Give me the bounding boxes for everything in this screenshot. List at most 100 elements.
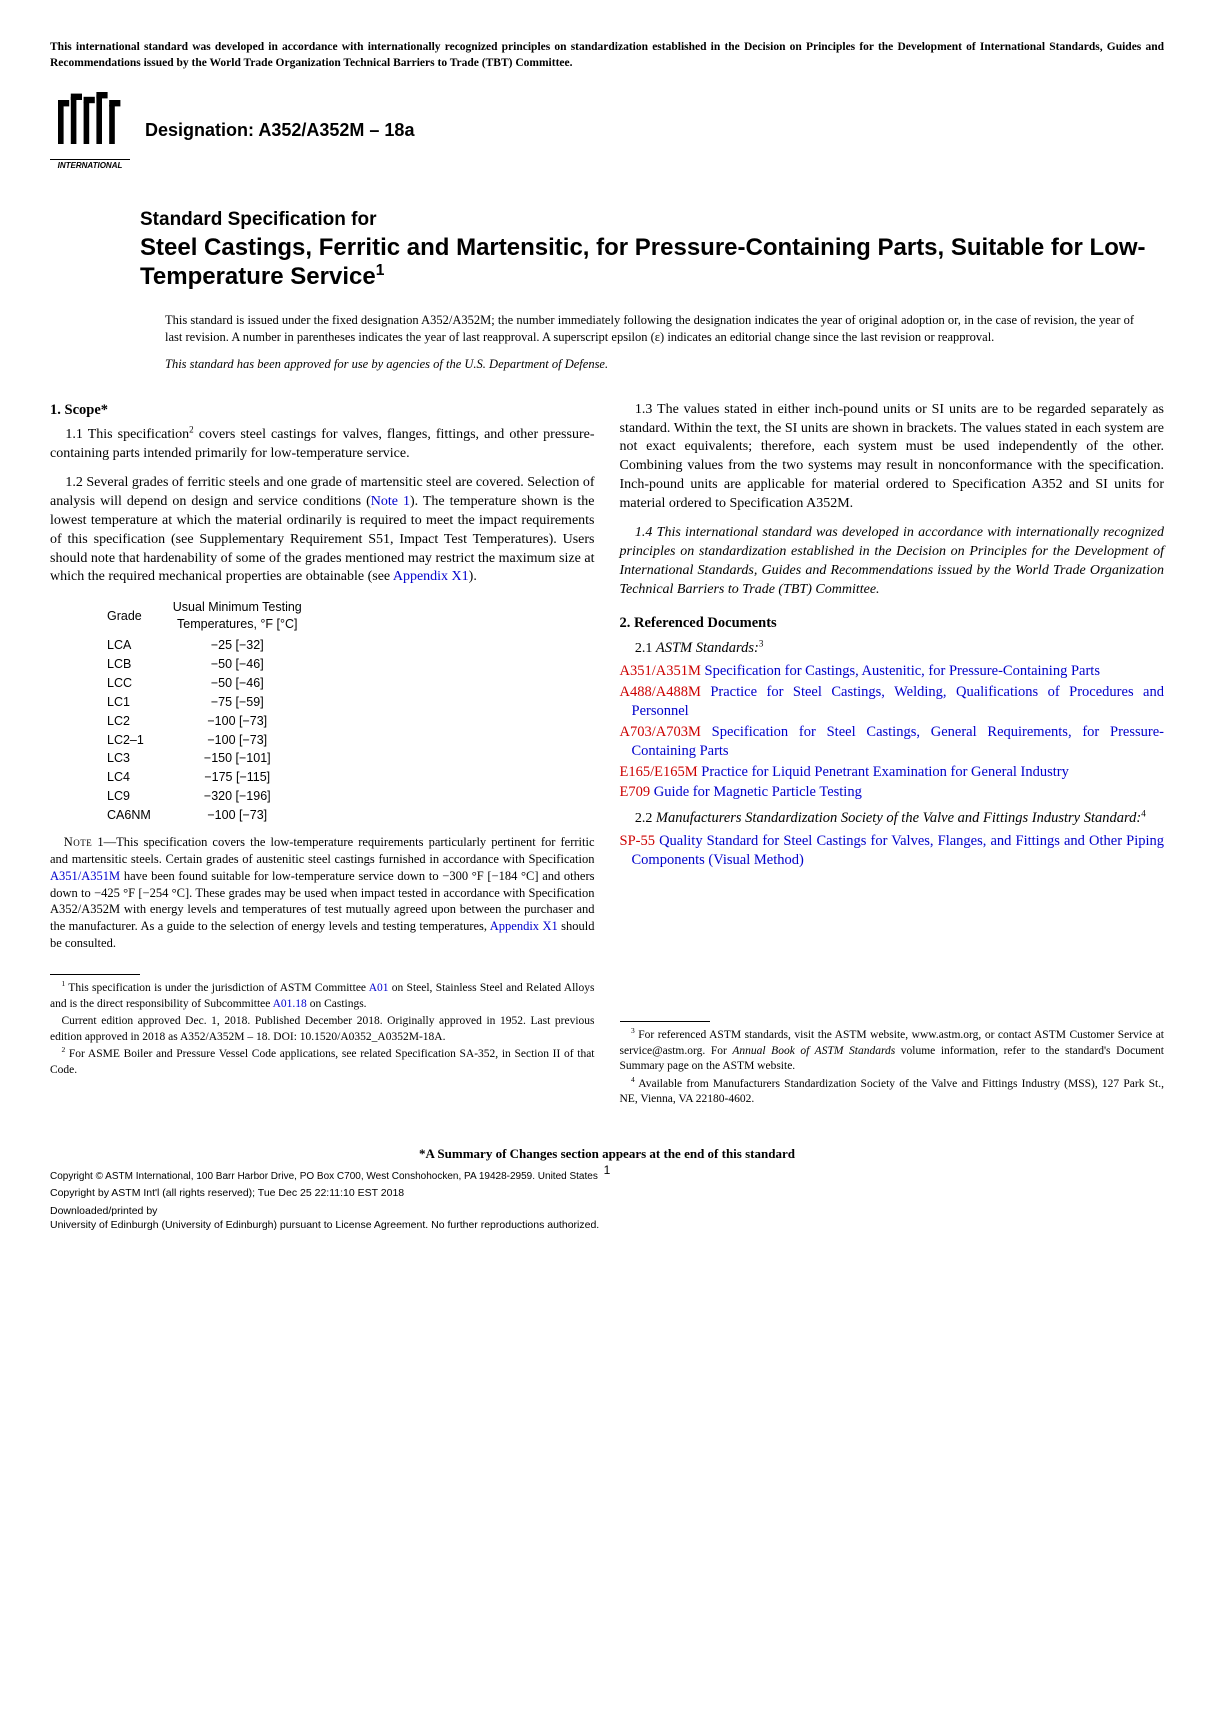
p22num: 2.2 — [635, 811, 656, 826]
ref-code[interactable]: SP-55 — [620, 833, 655, 849]
ref-title[interactable]: Practice for Liquid Penetrant Examinatio… — [698, 764, 1069, 780]
grade-cell: LC9 — [107, 788, 171, 805]
note1-appx-link[interactable]: Appendix X1 — [490, 919, 558, 933]
th-temp: Usual Minimum Testing Temperatures, °F [°… — [173, 599, 322, 635]
ref-code[interactable]: E709 — [620, 784, 651, 800]
table-row: CA6NM−100 [−73] — [107, 807, 322, 824]
table-row: LC4−175 [−115] — [107, 769, 322, 786]
temp-cell: −100 [−73] — [173, 807, 322, 824]
top-notice: This international standard was develope… — [50, 40, 1164, 71]
ref-title[interactable]: Quality Standard for Steel Castings for … — [632, 833, 1165, 869]
th2a: Usual Minimum Testing — [173, 600, 302, 614]
fn1-link1[interactable]: A01 — [369, 982, 389, 994]
left-column: 1. Scope* 1.1 This specification2 covers… — [50, 401, 595, 1110]
ref-title[interactable]: Guide for Magnetic Particle Testing — [650, 784, 862, 800]
p22label: Manufacturers Standardization Society of… — [656, 810, 1141, 826]
temp-cell: −25 [−32] — [173, 637, 322, 654]
temp-cell: −50 [−46] — [173, 656, 322, 673]
designation-suffix: 18a — [379, 120, 414, 140]
cr-line1: Copyright by ASTM Int'l (all rights rese… — [50, 1186, 1164, 1200]
logo-label: INTERNATIONAL — [50, 159, 130, 172]
fn2-text: For ASME Boiler and Pressure Vessel Code… — [50, 1048, 595, 1076]
fn1a: This specification is under the jurisdic… — [65, 982, 368, 994]
grade-table: GradeUsual Minimum Testing Temperatures, … — [105, 597, 324, 826]
fn1c: on Castings. — [307, 998, 367, 1010]
footnote-1-cont: Current edition approved Dec. 1, 2018. P… — [50, 1014, 595, 1045]
temp-cell: −100 [−73] — [173, 732, 322, 749]
fn1-link2[interactable]: A01.18 — [273, 998, 307, 1010]
table-row: LC9−320 [−196] — [107, 788, 322, 805]
copyright-block: Copyright by ASTM Int'l (all rights rese… — [50, 1186, 1164, 1233]
n1a: 1—This specification covers the low-temp… — [50, 835, 595, 866]
fn4-text: Available from Manufacturers Standardiza… — [620, 1078, 1165, 1106]
grade-cell: LC2 — [107, 713, 171, 730]
table-row: LC1−75 [−59] — [107, 694, 322, 711]
p21label: ASTM Standards: — [656, 640, 759, 656]
cr-line3: University of Edinburgh (University of E… — [50, 1218, 1164, 1232]
p11a: 1.1 This specification — [65, 427, 189, 442]
summary-note: *A Summary of Changes section appears at… — [50, 1145, 1164, 1163]
para-1-1: 1.1 This specification2 covers steel cas… — [50, 426, 595, 464]
issuance-block: This standard is issued under the fixed … — [165, 312, 1134, 373]
designation: Designation: A352/A352M – 18a — [145, 118, 414, 142]
footnote-2: 2 For ASME Boiler and Pressure Vessel Co… — [50, 1047, 595, 1078]
fn3-ital: Annual Book of ASTM Standards — [732, 1045, 895, 1057]
para-1-2: 1.2 Several grades of ferritic steels an… — [50, 474, 595, 587]
table-row: LCC−50 [−46] — [107, 675, 322, 692]
para-2-1: 2.1 ASTM Standards:3 — [620, 639, 1165, 659]
appendix-link[interactable]: Appendix X1 — [393, 569, 469, 584]
grade-cell: LC4 — [107, 769, 171, 786]
two-column-body: 1. Scope* 1.1 This specification2 covers… — [50, 401, 1164, 1110]
note-label: Note — [64, 835, 93, 849]
section-2-head: 2. Referenced Documents — [620, 614, 1165, 634]
ref-item: SP-55 Quality Standard for Steel Casting… — [632, 832, 1165, 871]
refs-mss-list: SP-55 Quality Standard for Steel Casting… — [620, 832, 1165, 871]
ref-title[interactable]: Practice for Steel Castings, Welding, Qu… — [632, 684, 1165, 720]
astm-logo — [50, 89, 130, 159]
ref-code[interactable]: E165/E165M — [620, 764, 698, 780]
para-1-4: 1.4 This international standard was deve… — [620, 524, 1165, 600]
ref-code[interactable]: A703/A703M — [620, 724, 701, 740]
ref-item: E709 Guide for Magnetic Particle Testing — [632, 783, 1165, 803]
footnote-1: 1 This specification is under the jurisd… — [50, 981, 595, 1012]
th2b: Temperatures, °F [°C] — [177, 617, 297, 631]
temp-cell: −100 [−73] — [173, 713, 322, 730]
cr-line2: Downloaded/printed by — [50, 1204, 1164, 1218]
grade-cell: LCC — [107, 675, 171, 692]
ref-item: A351/A351M Specification for Castings, A… — [632, 662, 1165, 682]
note1-ref-link[interactable]: A351/A351M — [50, 869, 120, 883]
dod-approval: This standard has been approved for use … — [165, 356, 1134, 373]
table-row: LC2−100 [−73] — [107, 713, 322, 730]
temp-cell: −50 [−46] — [173, 675, 322, 692]
ref-title[interactable]: Specification for Steel Castings, Genera… — [632, 724, 1165, 760]
p21num: 2.1 — [635, 641, 656, 656]
footnote-separator-right — [620, 1021, 710, 1022]
issuance-text: This standard is issued under the fixed … — [165, 312, 1134, 346]
right-column: 1.3 The values stated in either inch-pou… — [620, 401, 1165, 1110]
para-2-2: 2.2 Manufacturers Standardization Societ… — [620, 809, 1165, 829]
grade-cell: LC2–1 — [107, 732, 171, 749]
grade-cell: LCA — [107, 637, 171, 654]
temp-cell: −75 [−59] — [173, 694, 322, 711]
temp-cell: −175 [−115] — [173, 769, 322, 786]
temp-cell: −150 [−101] — [173, 750, 322, 767]
note1-link[interactable]: Note 1 — [371, 494, 410, 509]
p12c: ). — [469, 569, 477, 584]
title-main: Steel Castings, Ferritic and Martensitic… — [140, 234, 1164, 292]
header-row: INTERNATIONAL Designation: A352/A352M – … — [50, 89, 1164, 172]
grade-cell: LC3 — [107, 750, 171, 767]
ref-code[interactable]: A488/A488M — [620, 684, 701, 700]
ref-title[interactable]: Specification for Castings, Austenitic, … — [701, 663, 1100, 679]
ref-code[interactable]: A351/A351M — [620, 663, 701, 679]
footnote-4: 4 Available from Manufacturers Standardi… — [620, 1077, 1165, 1108]
grade-cell: LC1 — [107, 694, 171, 711]
title-block: Standard Specification for Steel Casting… — [140, 207, 1164, 292]
th-grade: Grade — [107, 599, 171, 635]
ref-item: A703/A703M Specification for Steel Casti… — [632, 723, 1165, 762]
table-row: LC3−150 [−101] — [107, 750, 322, 767]
ref-item: A488/A488M Practice for Steel Castings, … — [632, 683, 1165, 722]
table-row: LCA−25 [−32] — [107, 637, 322, 654]
footnote-3: 3 For referenced ASTM standards, visit t… — [620, 1028, 1165, 1075]
title-main-text: Steel Castings, Ferritic and Martensitic… — [140, 234, 1146, 290]
section-1-head: 1. Scope* — [50, 401, 595, 421]
